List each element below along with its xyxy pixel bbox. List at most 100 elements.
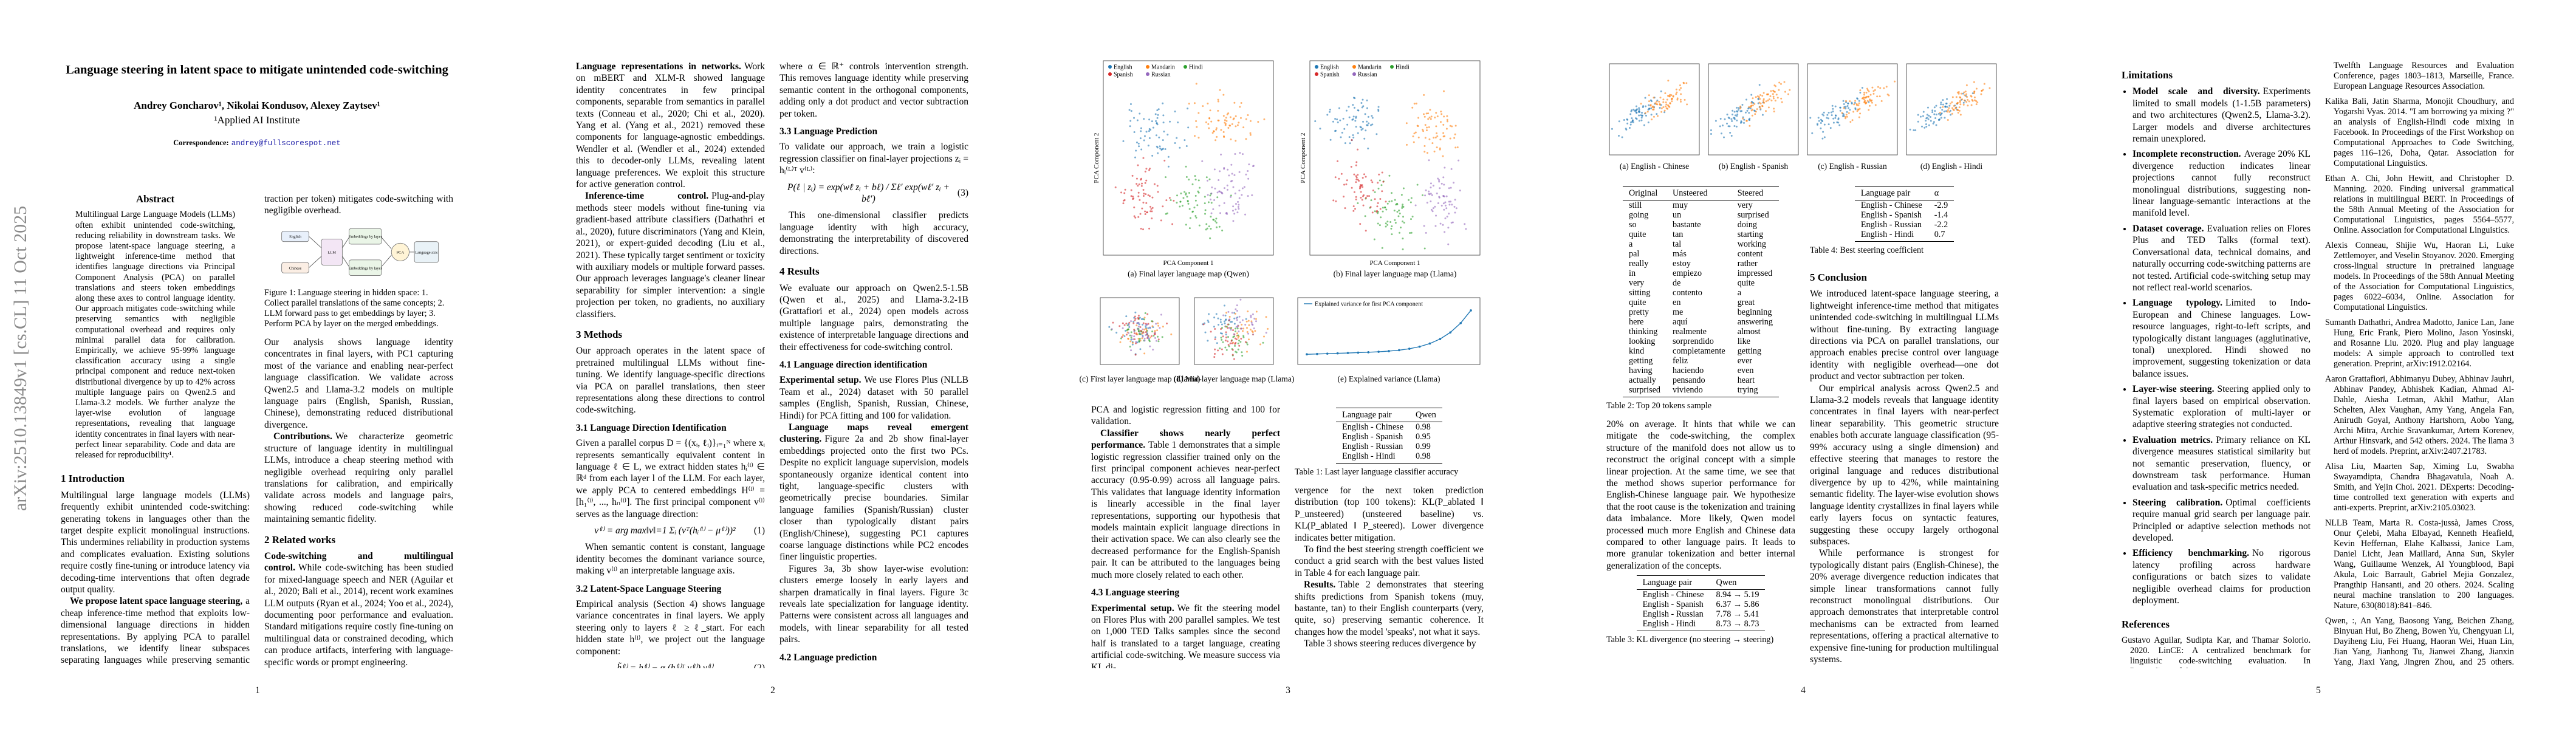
- scatter-dot-illustration: [1411, 216, 1414, 218]
- scatter-dot-illustration: [1156, 117, 1159, 119]
- scatter-dot-illustration: [1191, 183, 1194, 185]
- scatter-dot-illustration: [1248, 324, 1250, 326]
- scatter-dot-illustration: [1811, 132, 1814, 134]
- scatter-dot-illustration: [1761, 95, 1764, 97]
- correspondence-label: Correspondence:: [173, 139, 229, 147]
- scatter-dot-illustration: [1128, 324, 1130, 326]
- scatter-dot-illustration: [1966, 95, 1968, 98]
- scatter-dot-illustration: [1234, 337, 1236, 340]
- scatter-dot-illustration: [1845, 117, 1847, 120]
- paragraph: When semantic content is constant, langu…: [576, 541, 765, 577]
- scatter-dot-illustration: [1199, 187, 1201, 189]
- scatter-dot-illustration: [1176, 137, 1178, 139]
- scatter-dot-illustration: [1841, 112, 1843, 114]
- scatter-dot-illustration: [1363, 194, 1365, 196]
- scatter-dot-illustration: [1432, 185, 1434, 187]
- table-row: English - Spanish 0.95: [1336, 432, 1442, 442]
- table-row: kind completamente getting: [1623, 346, 1779, 356]
- scatter-dot-illustration: [1868, 90, 1870, 92]
- scatter-dot-illustration: [1338, 107, 1340, 109]
- scatter-dot-illustration: [1170, 199, 1172, 202]
- scatter-dot-illustration: [1951, 112, 1953, 115]
- diagram-node: [349, 259, 382, 276]
- table-cell: en: [1673, 298, 1681, 307]
- scatter-dot-illustration: [1925, 123, 1927, 125]
- scatter-dot-illustration: [1157, 152, 1159, 154]
- scatter-dot-illustration: [1724, 118, 1726, 120]
- scatter-dot-illustration: [1250, 320, 1253, 323]
- scatter-dot-illustration: [1355, 117, 1357, 119]
- legend-label: Explained variance for first PCA compone…: [1315, 301, 1423, 308]
- scatter-dot-illustration: [1216, 226, 1218, 228]
- scatter-dot-illustration: [1162, 148, 1165, 150]
- scatter-dot-illustration: [1252, 334, 1255, 336]
- scatter-dot-illustration: [1376, 205, 1379, 208]
- scatter-dot-illustration: [1930, 120, 1932, 122]
- scatter-dot-illustration: [1379, 208, 1382, 210]
- scatter-dot-illustration: [1675, 93, 1677, 95]
- table-row: pretty me beginning: [1623, 307, 1779, 317]
- scatter-dot-illustration: [1189, 217, 1191, 219]
- scatter-dot-illustration: [1208, 313, 1210, 315]
- scatter-dot-illustration: [1329, 139, 1332, 141]
- scatter-dot-illustration: [1208, 127, 1210, 129]
- scatter-dot-illustration: [1155, 340, 1157, 342]
- scatter-dot-illustration: [1738, 109, 1740, 111]
- scatter-dot-illustration: [1780, 83, 1782, 85]
- scatter-dot-illustration: [1151, 217, 1153, 219]
- scatter-dot-illustration: [1618, 120, 1620, 123]
- text-column: PCA and logistic regression fitting and …: [1091, 404, 1280, 668]
- table-cell: 0.99: [1416, 442, 1431, 451]
- scatter-dot-illustration: [1937, 112, 1940, 115]
- scatter-dot-illustration: [1410, 231, 1413, 234]
- scatter-dot-illustration: [1202, 323, 1205, 326]
- diagram-node: [281, 230, 309, 242]
- figure-caption: (c) English - Russian: [1818, 162, 1887, 171]
- paper-page: English Mandarin Hindi Spanish Russian PCA Co…: [1030, 0, 1546, 729]
- scatter-dot-illustration: [1234, 330, 1236, 332]
- authors: Andrey Goncharov¹, Nikolai Kondusov, Ale…: [134, 100, 380, 111]
- scatter-dot-illustration: [1220, 337, 1222, 339]
- scatter-dot-illustration: [1377, 187, 1380, 190]
- scatter-dot-illustration: [1143, 352, 1146, 355]
- scatter-dot-illustration: [1654, 102, 1657, 104]
- scatter-dot-illustration: [1241, 319, 1244, 321]
- table-row: quite en great: [1623, 298, 1779, 307]
- scatter-dot-illustration: [1225, 312, 1228, 314]
- scatter-dot-illustration: [1235, 140, 1237, 142]
- scatter-dot-illustration: [1935, 124, 1937, 126]
- scatter-dot-illustration: [1336, 118, 1338, 120]
- scatter-dot-illustration: [1669, 102, 1671, 104]
- paragraph: Classifier shows nearly perfect performa…: [1091, 428, 1280, 581]
- scatter-dot-illustration: [1440, 204, 1443, 207]
- scatter-dot-illustration: [1746, 109, 1749, 112]
- scatter-dot-illustration: [1962, 92, 1964, 95]
- scatter-dot-illustration: [1444, 231, 1446, 233]
- table-cell: 6.37 → 5.86: [1716, 600, 1759, 610]
- scatter-dot-illustration: [1134, 338, 1136, 341]
- scatter-dot-illustration: [1210, 192, 1213, 194]
- scatter-dot-illustration: [1454, 199, 1456, 201]
- scatter-dot-illustration: [1869, 94, 1872, 96]
- scatter-dot-illustration: [1152, 126, 1154, 129]
- reference: Ethan A. Chi, John Hewitt, and Christoph…: [2325, 174, 2514, 235]
- scatter-dot-illustration: [1138, 323, 1140, 326]
- legend-swatch: [1146, 65, 1149, 69]
- scatter-dot-illustration: [1142, 157, 1145, 159]
- scatter-dot-illustration: [1142, 335, 1144, 338]
- scatter-dot-illustration: [1142, 194, 1145, 197]
- scatter-dot-illustration: [1355, 198, 1357, 200]
- scatter-dot-illustration: [1439, 121, 1442, 123]
- scatter-dot-illustration: [1680, 100, 1682, 103]
- scatter-dot-illustration: [1762, 92, 1765, 94]
- diagram-node: [391, 242, 409, 261]
- scatter-dot-illustration: [1829, 127, 1832, 129]
- paragraph: traction per token) mitigates code-switc…: [264, 193, 453, 217]
- scatter-dot-illustration: [1757, 98, 1759, 101]
- table-cell: English - Russian: [1342, 442, 1403, 451]
- scatter-dot-illustration: [1629, 123, 1632, 126]
- scatter-dot-illustration: [1626, 118, 1629, 121]
- scatter-dot-illustration: [1429, 109, 1431, 111]
- scatter-dot-illustration: [1929, 115, 1931, 118]
- reference: Aaron Grattafiori, Abhimanyu Dubey, Abhi…: [2325, 374, 2514, 456]
